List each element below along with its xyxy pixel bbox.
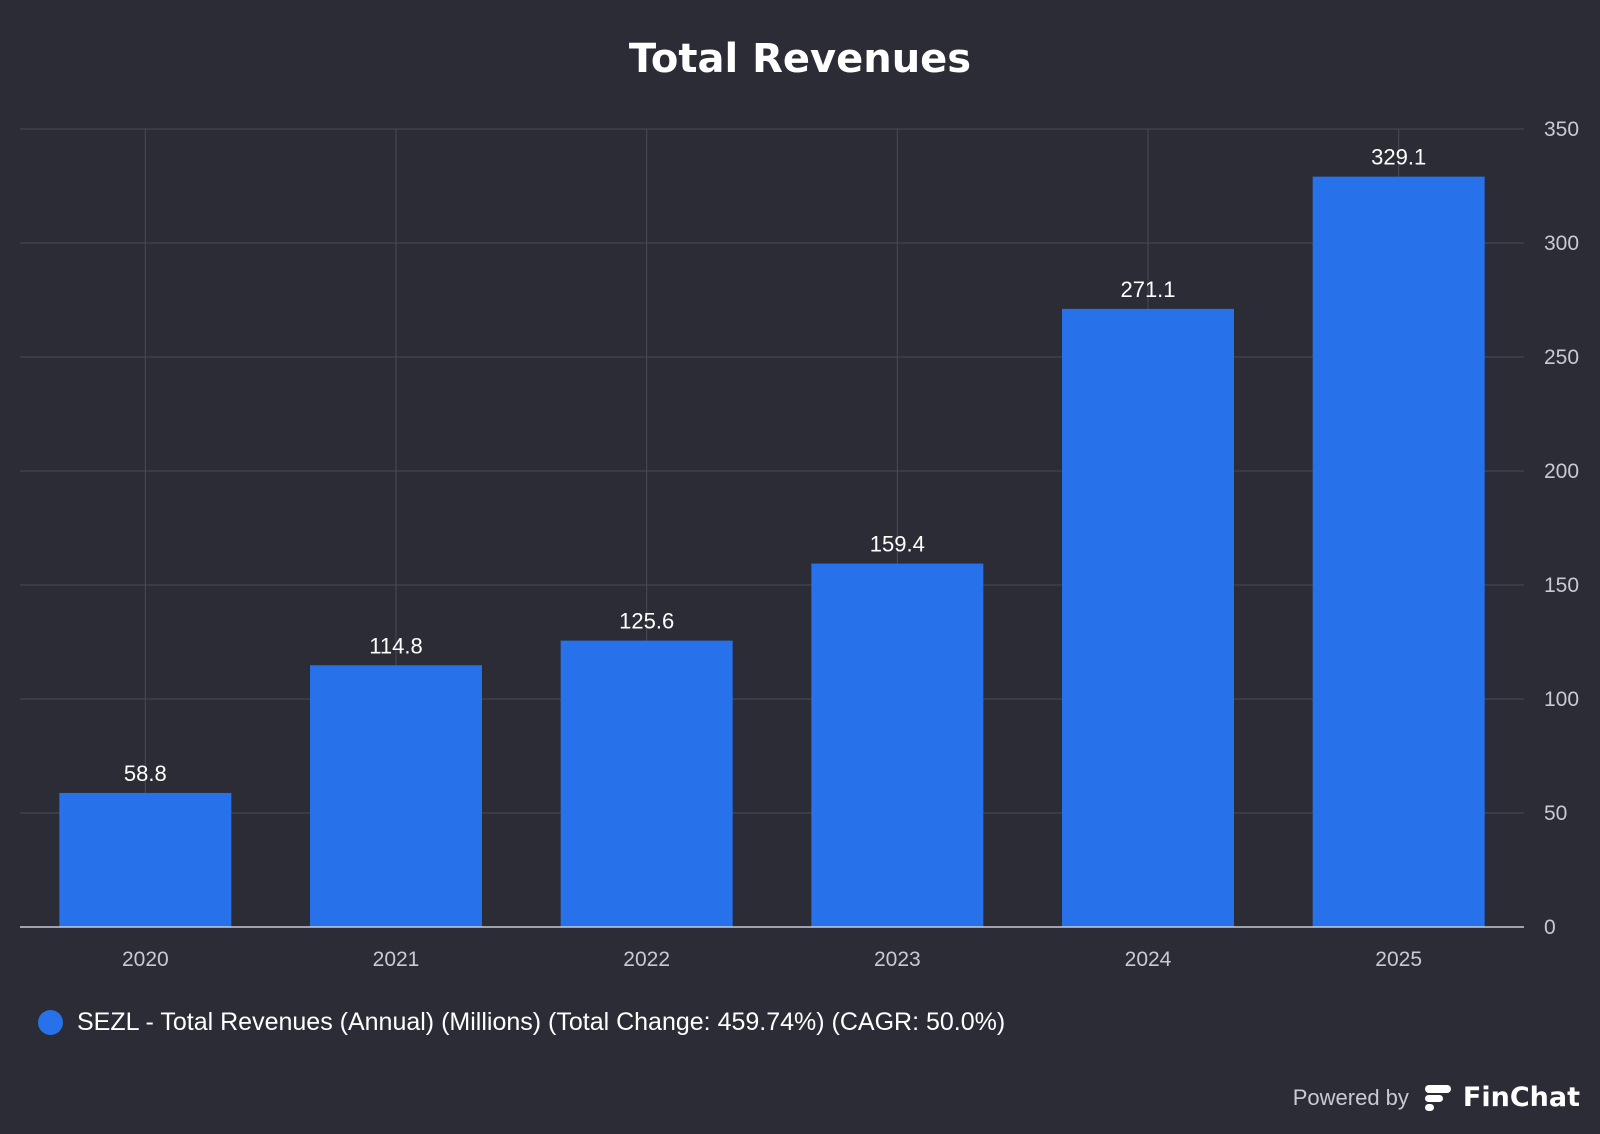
chart-legend[interactable]: SEZL - Total Revenues (Annual) (Millions… xyxy=(38,1008,1005,1037)
x-tick-label: 2022 xyxy=(623,948,670,971)
chart-title: Total Revenues xyxy=(628,36,972,82)
finchat-logo-icon xyxy=(1424,1084,1451,1111)
y-tick-label: 300 xyxy=(1544,232,1579,255)
x-tick-label: 2024 xyxy=(1125,948,1172,971)
bar-2021 xyxy=(310,665,482,927)
x-tick-label: 2025 xyxy=(1375,948,1422,971)
x-tick-label: 2020 xyxy=(122,948,169,971)
data-label-2025: 329.1 xyxy=(1371,145,1426,170)
legend-label: SEZL - Total Revenues (Annual) (Millions… xyxy=(77,1008,1006,1036)
y-tick-label: 50 xyxy=(1544,802,1567,825)
bar-2020 xyxy=(59,792,232,927)
x-tick-label: 2021 xyxy=(373,948,420,971)
data-label-2021: 114.8 xyxy=(369,633,422,658)
y-tick-label: 100 xyxy=(1544,688,1579,711)
y-tick-label: 250 xyxy=(1544,346,1579,369)
y-tick-label: 200 xyxy=(1544,460,1579,483)
bar-2022 xyxy=(560,640,733,927)
bar-2023 xyxy=(811,563,984,927)
bar-2024 xyxy=(1062,308,1234,928)
x-tick-label: 2023 xyxy=(874,948,921,971)
y-tick-label: 0 xyxy=(1544,916,1556,939)
bar-2025 xyxy=(1312,176,1485,928)
powered-by-label: Powered by xyxy=(1292,1084,1409,1110)
powered-by-badge[interactable]: Powered by FinChat xyxy=(1293,1082,1580,1113)
data-label-2023: 159.4 xyxy=(870,532,925,557)
data-label-2024: 271.1 xyxy=(1120,277,1175,302)
legend-swatch xyxy=(38,1010,63,1035)
y-tick-label: 150 xyxy=(1544,574,1579,597)
bar-chart: 0 50 100 150 200 250 300 350 58.8 2020 114.8 2021 12… xyxy=(20,118,1579,971)
data-label-2020: 58.8 xyxy=(124,761,167,786)
brand-name: FinChat xyxy=(1462,1082,1580,1113)
data-label-2022: 125.6 xyxy=(619,609,674,634)
y-tick-label: 350 xyxy=(1544,118,1579,141)
